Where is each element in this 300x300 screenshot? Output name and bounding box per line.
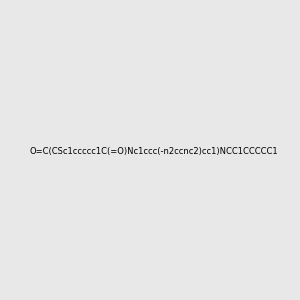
Text: O=C(CSc1ccccc1C(=O)Nc1ccc(-n2ccnc2)cc1)NCC1CCCCC1: O=C(CSc1ccccc1C(=O)Nc1ccc(-n2ccnc2)cc1)N…	[29, 147, 278, 156]
